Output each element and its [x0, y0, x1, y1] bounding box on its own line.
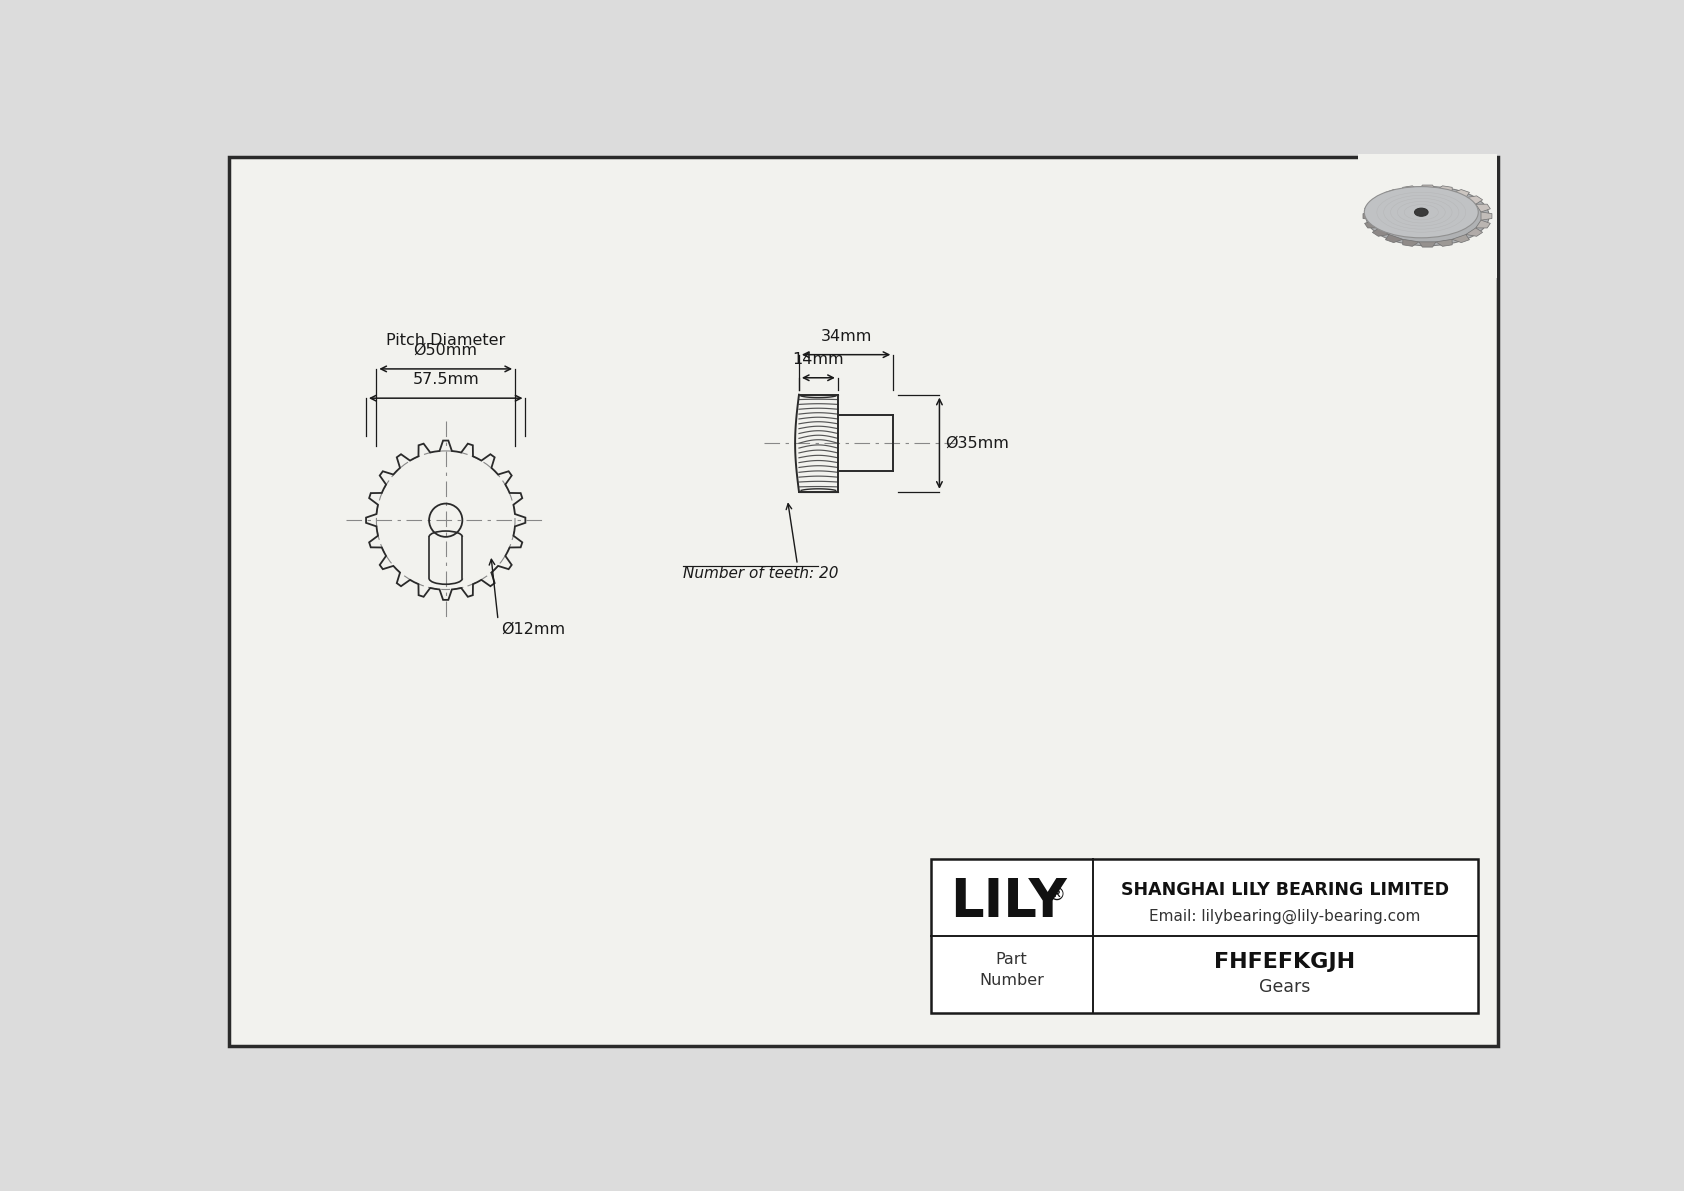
Text: Email: lilybearing@lily-bearing.com: Email: lilybearing@lily-bearing.com — [1148, 909, 1421, 923]
Polygon shape — [1386, 235, 1403, 243]
Ellipse shape — [1366, 187, 1489, 245]
Polygon shape — [1475, 220, 1490, 227]
Text: 34mm: 34mm — [820, 329, 872, 344]
Bar — [931, 859, 1477, 1014]
Text: SHANGHAI LILY BEARING LIMITED: SHANGHAI LILY BEARING LIMITED — [1122, 881, 1448, 899]
Polygon shape — [1452, 235, 1470, 243]
Polygon shape — [1475, 204, 1490, 212]
Polygon shape — [1480, 212, 1492, 220]
Ellipse shape — [1364, 187, 1479, 238]
Polygon shape — [1403, 186, 1420, 193]
Polygon shape — [1362, 212, 1374, 220]
Text: Part
Number: Part Number — [978, 952, 1044, 987]
Text: Ø35mm: Ø35mm — [946, 436, 1009, 450]
Text: 57.5mm: 57.5mm — [413, 373, 478, 387]
Text: Gears: Gears — [1260, 978, 1310, 996]
Polygon shape — [1420, 242, 1436, 247]
Polygon shape — [1465, 195, 1482, 204]
Polygon shape — [1372, 195, 1389, 204]
Polygon shape — [1436, 239, 1452, 247]
Text: FHFEFKGJH: FHFEFKGJH — [1214, 952, 1356, 972]
Text: LILY: LILY — [950, 877, 1066, 928]
Polygon shape — [1364, 220, 1379, 227]
Text: 14mm: 14mm — [793, 353, 844, 367]
Text: Number of teeth: 20: Number of teeth: 20 — [684, 567, 839, 581]
Text: ®: ® — [1047, 885, 1066, 904]
Polygon shape — [1403, 239, 1420, 247]
Polygon shape — [1436, 186, 1452, 193]
Ellipse shape — [1415, 208, 1428, 217]
Polygon shape — [1364, 204, 1379, 212]
Text: Ø50mm: Ø50mm — [414, 343, 478, 358]
Text: Pitch Diameter: Pitch Diameter — [386, 333, 505, 348]
Text: Ø12mm: Ø12mm — [502, 622, 566, 637]
Bar — [1359, 155, 1497, 278]
Polygon shape — [1372, 227, 1389, 236]
Polygon shape — [1420, 185, 1436, 191]
Polygon shape — [1452, 189, 1470, 198]
Polygon shape — [1465, 227, 1482, 236]
Polygon shape — [1386, 189, 1403, 198]
